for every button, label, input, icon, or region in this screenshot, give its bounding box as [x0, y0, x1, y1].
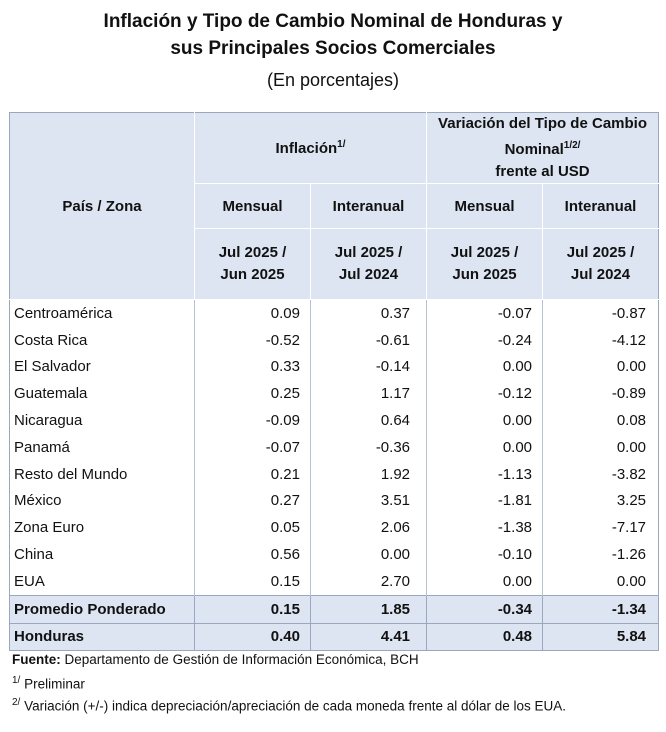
table-row: Guatemala 0.25 1.17 -0.12 -0.89	[9, 380, 660, 408]
variacion-interanual-cell: 0.00	[542, 567, 660, 596]
row-label: Honduras	[9, 622, 195, 652]
variacion-mensual-cell: -1.13	[426, 460, 543, 488]
table-row: EUA 0.15 2.70 0.00 0.00	[9, 567, 660, 596]
variacion-mensual-cell: 0.00	[426, 353, 543, 381]
table-row: Costa Rica -0.52 -0.61 -0.24 -4.12	[9, 326, 660, 354]
header-periodo-3: Jul 2025 /Jun 2025	[426, 228, 544, 300]
header-periodo-2: Jul 2025 /Jul 2024	[309, 228, 428, 300]
row-label: Promedio Ponderado	[9, 594, 195, 624]
header-periodo-1: Jul 2025 /Jun 2025	[194, 228, 311, 300]
header-variacion-mensual: Mensual	[426, 183, 544, 229]
variacion-mensual-cell: -0.12	[426, 380, 543, 408]
row-label: Zona Euro	[9, 514, 195, 542]
row-label: Costa Rica	[9, 326, 195, 354]
header-inflacion-mensual: Mensual	[194, 183, 311, 229]
summary-row: Promedio Ponderado 0.15 1.85 -0.34 -1.34	[9, 594, 660, 624]
table-subtitle: (En porcentajes)	[266, 70, 400, 90]
inflation-exchange-table: País / Zona Inflación1/ Variación del Ti…	[9, 112, 660, 652]
header-variacion-interanual: Interanual	[542, 183, 660, 229]
inflacion-interanual-cell: -0.36	[309, 433, 427, 461]
title-line-1: Inflación y Tipo de Cambio Nominal de Ho…	[103, 11, 563, 32]
variacion-interanual-cell: 5.84	[542, 622, 660, 652]
variacion-interanual-cell: -0.89	[542, 380, 660, 408]
inflacion-mensual-cell: 0.09	[194, 298, 311, 327]
inflacion-interanual-cell: 0.00	[309, 541, 427, 568]
variacion-mensual-cell: 0.00	[426, 567, 543, 596]
header-inflacion: Inflación1/	[193, 112, 428, 184]
variacion-interanual-cell: 0.00	[542, 433, 660, 461]
variacion-interanual-cell: -1.26	[542, 541, 660, 568]
row-label: China	[9, 541, 195, 568]
inflacion-interanual-cell: 4.41	[309, 622, 427, 652]
header-periodo-4: Jul 2025 /Jul 2024	[542, 228, 660, 300]
table-row: El Salvador 0.33 -0.14 0.00 0.00	[9, 353, 660, 381]
variacion-mensual-cell: -0.34	[426, 594, 543, 624]
variacion-interanual-cell: -3.82	[542, 460, 660, 488]
inflacion-interanual-cell: 2.70	[309, 567, 427, 596]
inflacion-interanual-cell: 2.06	[309, 514, 427, 542]
inflacion-interanual-cell: 0.64	[309, 407, 427, 434]
variacion-mensual-cell: -0.07	[426, 298, 543, 327]
row-label: Nicaragua	[9, 407, 195, 434]
table-row: Nicaragua -0.09 0.64 0.00 0.08	[9, 407, 660, 434]
table-row: Centroamérica 0.09 0.37 -0.07 -0.87	[9, 298, 660, 327]
table-row: China 0.56 0.00 -0.10 -1.26	[9, 541, 660, 568]
inflacion-mensual-cell: -0.52	[194, 326, 311, 354]
variacion-mensual-cell: -1.81	[426, 487, 543, 515]
inflacion-interanual-cell: 1.85	[309, 594, 427, 624]
variacion-interanual-cell: 0.08	[542, 407, 660, 434]
row-label: Guatemala	[9, 380, 195, 408]
variacion-mensual-cell: -1.38	[426, 514, 543, 542]
footnote-fuente: Fuente: Departamento de Gestión de Infor…	[12, 652, 419, 667]
inflacion-mensual-cell: 0.56	[194, 541, 311, 568]
variacion-interanual-cell: 3.25	[542, 487, 660, 515]
inflacion-mensual-cell: 0.33	[194, 353, 311, 381]
variacion-interanual-cell: -1.34	[542, 594, 660, 624]
variacion-mensual-cell: -0.24	[426, 326, 543, 354]
variacion-mensual-cell: -0.10	[426, 541, 543, 568]
inflacion-interanual-cell: -0.14	[309, 353, 427, 381]
variacion-interanual-cell: -7.17	[542, 514, 660, 542]
summary-row: Honduras 0.40 4.41 0.48 5.84	[9, 622, 660, 652]
table-title: Inflación y Tipo de Cambio Nominal de Ho…	[0, 8, 666, 62]
header-inflacion-interanual: Interanual	[309, 183, 428, 229]
variacion-interanual-cell: -0.87	[542, 298, 660, 327]
inflacion-mensual-cell: -0.07	[194, 433, 311, 461]
table-row: Panamá -0.07 -0.36 0.00 0.00	[9, 433, 660, 461]
inflacion-mensual-cell: -0.09	[194, 407, 311, 434]
title-line-2: sus Principales Socios Comerciales	[170, 38, 496, 59]
inflacion-mensual-cell: 0.27	[194, 487, 311, 515]
table-row: Resto del Mundo 0.21 1.92 -1.13 -3.82	[9, 460, 660, 488]
variacion-interanual-cell: -4.12	[542, 326, 660, 354]
row-label: El Salvador	[9, 353, 195, 381]
footnote-2: 2/ Variación (+/-) indica depreciación/a…	[12, 697, 567, 714]
header-pais: País / Zona	[9, 112, 195, 300]
variacion-mensual-cell: 0.48	[426, 622, 543, 652]
inflacion-interanual-cell: -0.61	[309, 326, 427, 354]
inflacion-mensual-cell: 0.15	[194, 594, 311, 624]
footnote-1: 1/ Preliminar	[12, 675, 85, 692]
header-variacion: Variación del Tipo de Cambio Nominal1/2/…	[426, 112, 660, 184]
table-row: México 0.27 3.51 -1.81 3.25	[9, 487, 660, 515]
inflacion-interanual-cell: 1.92	[309, 460, 427, 488]
inflacion-mensual-cell: 0.21	[194, 460, 311, 488]
row-label: Panamá	[9, 433, 195, 461]
row-label: Resto del Mundo	[9, 460, 195, 488]
row-label: Centroamérica	[9, 298, 195, 327]
inflacion-mensual-cell: 0.25	[194, 380, 311, 408]
table-body: Centroamérica 0.09 0.37 -0.07 -0.87 Costa Ric…	[9, 298, 660, 652]
row-label: México	[9, 487, 195, 515]
inflacion-interanual-cell: 1.17	[309, 380, 427, 408]
inflacion-mensual-cell: 0.05	[194, 514, 311, 542]
variacion-mensual-cell: 0.00	[426, 433, 543, 461]
inflacion-interanual-cell: 3.51	[309, 487, 427, 515]
inflacion-mensual-cell: 0.40	[194, 622, 311, 652]
table-row: Zona Euro 0.05 2.06 -1.38 -7.17	[9, 514, 660, 542]
variacion-mensual-cell: 0.00	[426, 407, 543, 434]
variacion-interanual-cell: 0.00	[542, 353, 660, 381]
inflacion-mensual-cell: 0.15	[194, 567, 311, 596]
inflacion-interanual-cell: 0.37	[309, 298, 427, 327]
row-label: EUA	[9, 567, 195, 596]
